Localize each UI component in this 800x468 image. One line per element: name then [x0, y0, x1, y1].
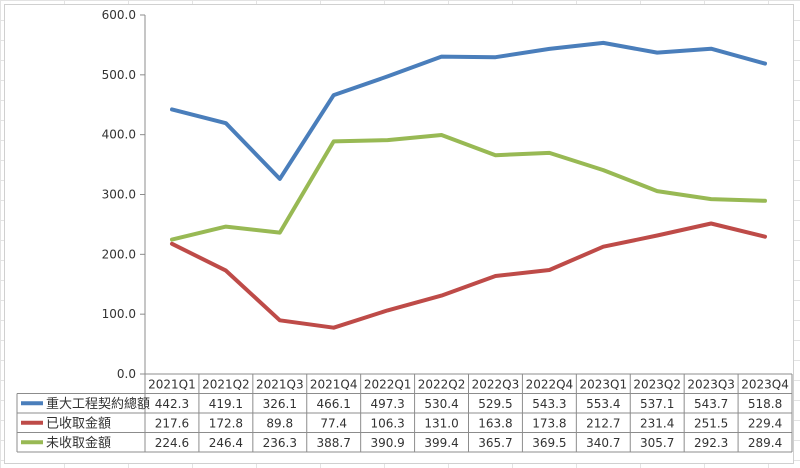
data-table-value: 399.4 [424, 436, 458, 450]
data-table-value: 163.8 [478, 416, 512, 430]
y-tick-label: 500.0 [102, 68, 136, 82]
series-name-label: 未收取金額 [46, 435, 111, 451]
data-table-value: 131.0 [424, 416, 458, 430]
data-table-value: 305.7 [640, 436, 674, 450]
y-tick-label: 200.0 [102, 247, 136, 261]
data-table-value: 518.8 [748, 397, 782, 411]
data-table-value: 292.3 [694, 436, 728, 450]
y-tick-label: 300.0 [102, 188, 136, 202]
category-label: 2021Q1 [148, 377, 196, 391]
y-tick-label: 600.0 [102, 8, 136, 22]
y-tick-label: 100.0 [102, 307, 136, 321]
category-label: 2023Q4 [741, 377, 789, 391]
data-table-value: 390.9 [370, 436, 404, 450]
data-table-value: 173.8 [532, 416, 566, 430]
data-table-value: 217.6 [155, 416, 189, 430]
series-line [170, 133, 767, 242]
data-table-value: 224.6 [155, 436, 189, 450]
data-table-value: 246.4 [209, 436, 243, 450]
category-label: 2022Q2 [418, 377, 466, 391]
data-table-value: 365.7 [478, 436, 512, 450]
data-table-value: 326.1 [263, 397, 297, 411]
data-table-value: 553.4 [586, 397, 620, 411]
data-table-value: 77.4 [320, 416, 347, 430]
data-table-value: 537.1 [640, 397, 674, 411]
y-tick-label: 0.0 [117, 367, 136, 381]
data-table-value: 340.7 [586, 436, 620, 450]
data-table-value: 529.5 [478, 397, 512, 411]
category-label: 2023Q1 [579, 377, 627, 391]
category-label: 2023Q3 [687, 377, 735, 391]
data-table-value: 251.5 [694, 416, 728, 430]
series-name-label: 已收取金額 [46, 415, 111, 431]
series-line [170, 40, 767, 181]
series-name-label: 重大工程契約總額 [46, 396, 150, 412]
category-label: 2022Q1 [364, 377, 412, 391]
data-table-value: 388.7 [317, 436, 351, 450]
data-table-value: 229.4 [748, 416, 782, 430]
data-table-value: 497.3 [370, 397, 404, 411]
category-label: 2021Q2 [202, 377, 250, 391]
data-table-value: 530.4 [424, 397, 458, 411]
data-table-value: 369.5 [532, 436, 566, 450]
data-table-value: 543.7 [694, 397, 728, 411]
data-table-value: 89.8 [266, 416, 293, 430]
category-label: 2022Q3 [472, 377, 520, 391]
data-table-value: 419.1 [209, 397, 243, 411]
category-label: 2021Q3 [256, 377, 304, 391]
category-label: 2021Q4 [310, 377, 358, 391]
data-table-value: 231.4 [640, 416, 674, 430]
data-table-value: 172.8 [209, 416, 243, 430]
data-table-value: 289.4 [748, 436, 782, 450]
y-tick-label: 400.0 [102, 128, 136, 142]
series-line [170, 221, 767, 330]
category-label: 2023Q2 [633, 377, 681, 391]
data-table-value: 543.3 [532, 397, 566, 411]
data-table-value: 106.3 [370, 416, 404, 430]
data-table-value: 212.7 [586, 416, 620, 430]
data-table-value: 442.3 [155, 397, 189, 411]
data-table-value: 236.3 [263, 436, 297, 450]
data-table-value: 466.1 [317, 397, 351, 411]
category-label: 2022Q4 [526, 377, 574, 391]
